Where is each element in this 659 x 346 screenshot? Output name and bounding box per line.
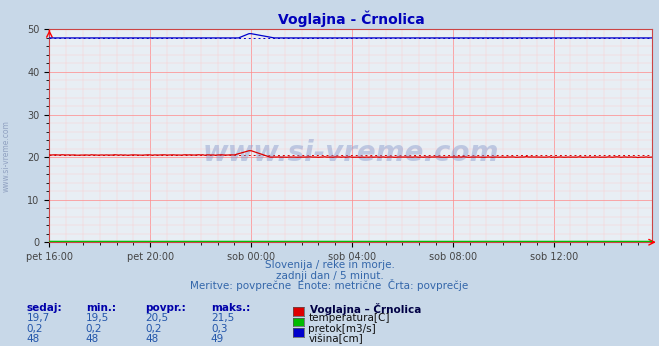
Text: 48: 48 xyxy=(86,334,99,344)
Text: sedaj:: sedaj: xyxy=(26,303,62,313)
Text: 19,5: 19,5 xyxy=(86,313,109,323)
Text: min.:: min.: xyxy=(86,303,116,313)
Text: 20,5: 20,5 xyxy=(145,313,168,323)
Text: 48: 48 xyxy=(145,334,158,344)
Text: www.si-vreme.com: www.si-vreme.com xyxy=(203,139,499,167)
Text: povpr.:: povpr.: xyxy=(145,303,186,313)
Text: 19,7: 19,7 xyxy=(26,313,49,323)
Text: Voglajna – Črnolica: Voglajna – Črnolica xyxy=(310,303,421,315)
Text: pretok[m3/s]: pretok[m3/s] xyxy=(308,324,376,334)
Title: Voglajna - Črnolica: Voglajna - Črnolica xyxy=(277,10,424,27)
Text: 0,2: 0,2 xyxy=(86,324,102,334)
Text: maks.:: maks.: xyxy=(211,303,250,313)
Text: zadnji dan / 5 minut.: zadnji dan / 5 minut. xyxy=(275,271,384,281)
Text: višina[cm]: višina[cm] xyxy=(308,334,363,344)
Text: 0,3: 0,3 xyxy=(211,324,227,334)
Text: Slovenija / reke in morje.: Slovenija / reke in morje. xyxy=(264,260,395,270)
Text: 0,2: 0,2 xyxy=(145,324,161,334)
Text: Meritve: povprečne  Enote: metrične  Črta: povprečje: Meritve: povprečne Enote: metrične Črta:… xyxy=(190,279,469,291)
Text: 49: 49 xyxy=(211,334,224,344)
Text: 0,2: 0,2 xyxy=(26,324,43,334)
Text: 48: 48 xyxy=(26,334,40,344)
Text: 21,5: 21,5 xyxy=(211,313,234,323)
Text: temperatura[C]: temperatura[C] xyxy=(308,313,390,323)
Text: www.si-vreme.com: www.si-vreme.com xyxy=(2,120,11,192)
